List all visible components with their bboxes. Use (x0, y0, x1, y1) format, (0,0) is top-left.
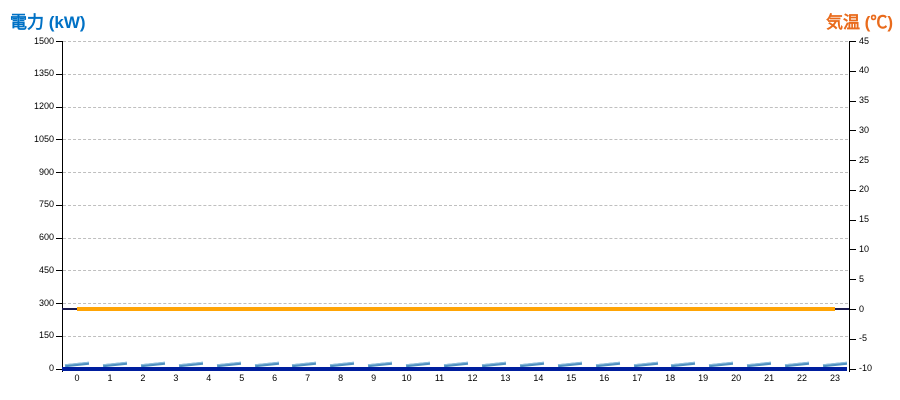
right-axis-tick-label: -5 (859, 333, 868, 344)
x-axis-tick-label: 11 (434, 373, 445, 383)
right-axis-tick-label: 45 (859, 35, 870, 46)
x-axis-tick-label: 6 (272, 373, 278, 383)
left-axis-tick (56, 73, 62, 75)
right-axis-tick (850, 368, 856, 370)
right-axis-tick (850, 309, 856, 310)
right-axis-tick (850, 70, 856, 72)
x-axis-tick-label: 17 (632, 373, 643, 383)
gridline (63, 303, 848, 304)
gridline (63, 335, 848, 337)
right-axis-tick (850, 338, 856, 340)
right-axis-tick-label: 25 (859, 154, 870, 165)
right-axis-tick-label: 0 (859, 303, 865, 314)
left-axis-tick-label: 1500 (33, 35, 54, 46)
x-axis-tick-label: 3 (173, 373, 179, 383)
left-axis-tick-label: 1350 (33, 68, 54, 79)
x-axis-tick-label: 8 (338, 373, 344, 383)
left-axis-line (62, 41, 63, 372)
x-axis-tick-label: 15 (566, 373, 577, 383)
right-axis-tick-label: 5 (859, 273, 865, 284)
left-axis-tick (56, 368, 62, 370)
left-axis-tick-label: 1050 (33, 133, 54, 144)
left-axis-tick-label: 750 (38, 199, 54, 210)
left-axis-tick-label: 150 (38, 330, 54, 341)
left-axis-tick (56, 106, 62, 108)
left-axis-tick (56, 237, 62, 239)
gridline (63, 172, 848, 173)
x-axis-tick-label: 12 (467, 373, 478, 383)
gridline (63, 139, 848, 141)
gridline (63, 73, 848, 75)
right-axis-tick (850, 279, 856, 281)
x-axis-tick-label: 14 (533, 373, 544, 383)
x-axis-tick-label: 1 (107, 373, 113, 383)
right-axis-tick-label: 15 (859, 214, 870, 225)
x-axis-tick-label: 19 (698, 373, 709, 383)
left-axis-tick (56, 204, 62, 206)
left-axis-tick-label: 600 (38, 232, 54, 242)
x-axis-tick-label: 2 (140, 373, 146, 383)
gridline (63, 204, 848, 206)
left-axis-tick-label: 1200 (33, 101, 54, 111)
x-axis-tick-label: 13 (500, 373, 511, 383)
right-axis-tick-label: 10 (859, 243, 870, 254)
x-axis-tick-label: 22 (796, 373, 808, 383)
gridline (63, 41, 848, 42)
right-axis-tick (850, 130, 856, 132)
left-axis-tick (56, 41, 62, 42)
left-axis-tick (56, 139, 62, 141)
right-axis-tick (850, 189, 856, 191)
left-axis-tick-label: 450 (38, 264, 54, 275)
x-axis-tick-label: 5 (239, 373, 245, 383)
right-axis-line (849, 41, 850, 372)
x-axis-tick-label: 21 (764, 373, 775, 383)
right-axis-tick-label: -10 (859, 363, 873, 373)
left-axis-tick-label: 300 (38, 297, 54, 308)
right-axis-tick-label: 30 (859, 124, 870, 135)
right-axis-tick (850, 249, 856, 251)
x-axis-tick-label: 20 (731, 373, 742, 383)
left-axis-tick-label: 0 (48, 363, 54, 373)
left-axis-tick-label: 900 (38, 166, 54, 177)
right-axis-tick-label: 40 (859, 65, 870, 76)
left-axis-title: 電力 (kW) (10, 13, 86, 32)
x-axis-tick-label: 7 (305, 373, 311, 383)
temperature-line-endcap-right (834, 308, 849, 310)
x-axis-tick-label: 10 (401, 373, 412, 383)
left-axis-tick (56, 270, 62, 272)
right-axis-title: 気温 (℃) (825, 13, 893, 32)
right-axis-tick (850, 100, 856, 102)
left-axis-tick (56, 335, 62, 337)
x-axis-tick-label: 18 (665, 373, 676, 383)
gridline (63, 270, 848, 272)
x-axis-tick-label: 23 (829, 373, 841, 383)
x-axis-tick-label: 4 (206, 373, 212, 383)
temperature-line (77, 306, 835, 312)
right-axis-tick-label: 35 (859, 95, 870, 105)
gridline (63, 237, 848, 239)
left-axis-tick (56, 172, 62, 173)
left-axis-tick (56, 303, 62, 304)
power-line (62, 366, 847, 371)
right-axis-tick-label: 20 (859, 184, 870, 195)
right-axis-tick (850, 219, 856, 221)
right-axis-tick (850, 160, 856, 162)
x-axis-tick-label: 16 (599, 373, 610, 383)
right-axis-tick (850, 41, 856, 42)
x-axis-tick-label: 9 (371, 373, 377, 383)
gridline (63, 106, 848, 108)
temperature-line-endcap-left (62, 308, 78, 310)
x-axis-tick-label: 0 (74, 373, 80, 383)
